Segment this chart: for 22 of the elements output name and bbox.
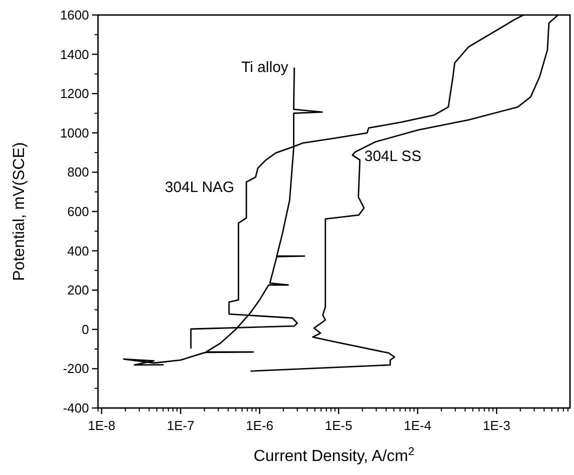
y-tick-label: 1000 (60, 125, 89, 140)
x-axis-title: Current Density, A/cm$^{2}$ (254, 446, 414, 465)
series-label: 304L NAG (164, 179, 234, 196)
x-tick-label: 1E-4 (404, 418, 432, 433)
x-tick-label: 1E-7 (166, 418, 194, 433)
y-axis-title: Potential, mV(SCE) (11, 142, 28, 281)
y-tick-label: 800 (67, 164, 89, 180)
y-tick-label: 1600 (60, 8, 89, 22)
y-tick-label: 1200 (60, 86, 89, 102)
y-tick-label: 600 (67, 204, 89, 219)
x-tick-label: 1E-5 (324, 418, 352, 433)
x-tick-label: 1E-3 (482, 418, 510, 433)
x-tick-label: 1E-8 (88, 418, 116, 433)
series-label: 304L SS (364, 148, 422, 165)
y-tick-label: 200 (67, 282, 89, 298)
y-tick-label: 1400 (60, 46, 89, 62)
y-tick-label: -200 (62, 361, 89, 376)
y-tick-label: -400 (62, 400, 89, 416)
y-tick-label: 400 (67, 243, 89, 258)
series-label: Ti alloy (241, 59, 289, 76)
y-tick-label: 0 (82, 322, 89, 337)
x-tick-label: 1E-6 (246, 418, 274, 433)
